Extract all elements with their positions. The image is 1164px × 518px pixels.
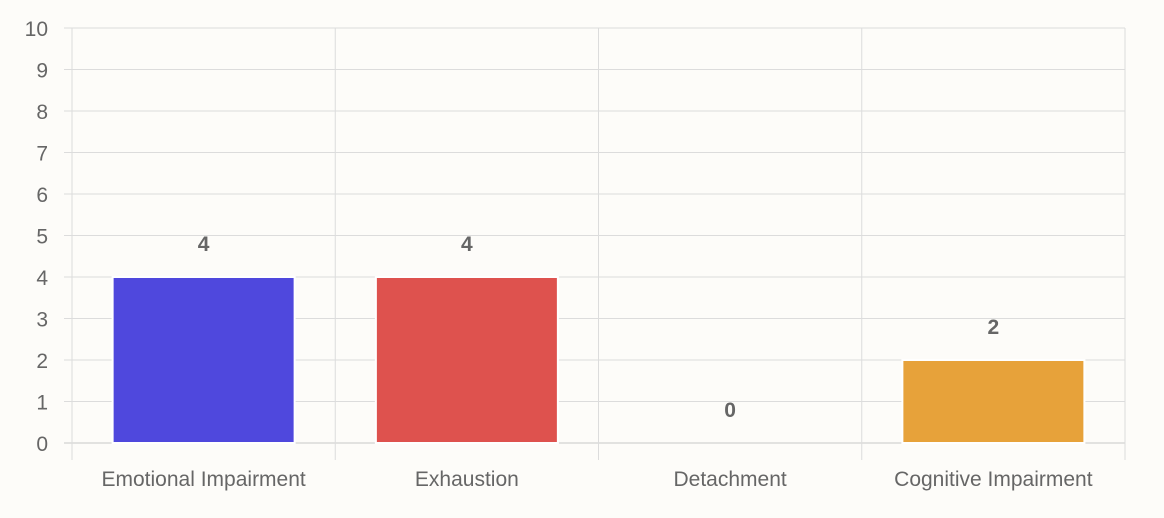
y-tick-label: 7 [36,143,48,166]
bars-layer [111,276,1086,444]
x-tick-label: Detachment [674,468,787,491]
x-tick-label: Exhaustion [415,468,519,491]
y-tick-label: 0 [36,433,48,456]
y-tick-label: 9 [36,60,48,83]
axis-layer: 0 1 2 3 4 5 6 7 8 9 10 Emotional Impairment Exhausti… [25,18,1093,491]
y-tick-label: 2 [36,350,48,373]
y-tick-label: 10 [25,18,48,41]
y-tick-label: 1 [36,392,48,415]
y-tick-label: 6 [36,184,48,207]
bar-value-label: 2 [988,316,1000,339]
labels-layer: 4 4 0 2 [198,233,999,422]
x-tick-label: Cognitive Impairment [894,468,1093,491]
bar-value-label: 0 [724,399,736,422]
x-tick-label: Emotional Impairment [102,468,306,491]
bar[interactable] [111,276,296,444]
y-tick-label: 5 [36,226,48,249]
bar-value-label: 4 [198,233,210,256]
y-tick-label: 8 [36,101,48,124]
bar[interactable] [901,359,1086,444]
bar[interactable] [374,276,559,444]
y-tick-label: 4 [36,267,48,290]
y-tick-label: 3 [36,309,48,332]
bar-value-label: 4 [461,233,473,256]
